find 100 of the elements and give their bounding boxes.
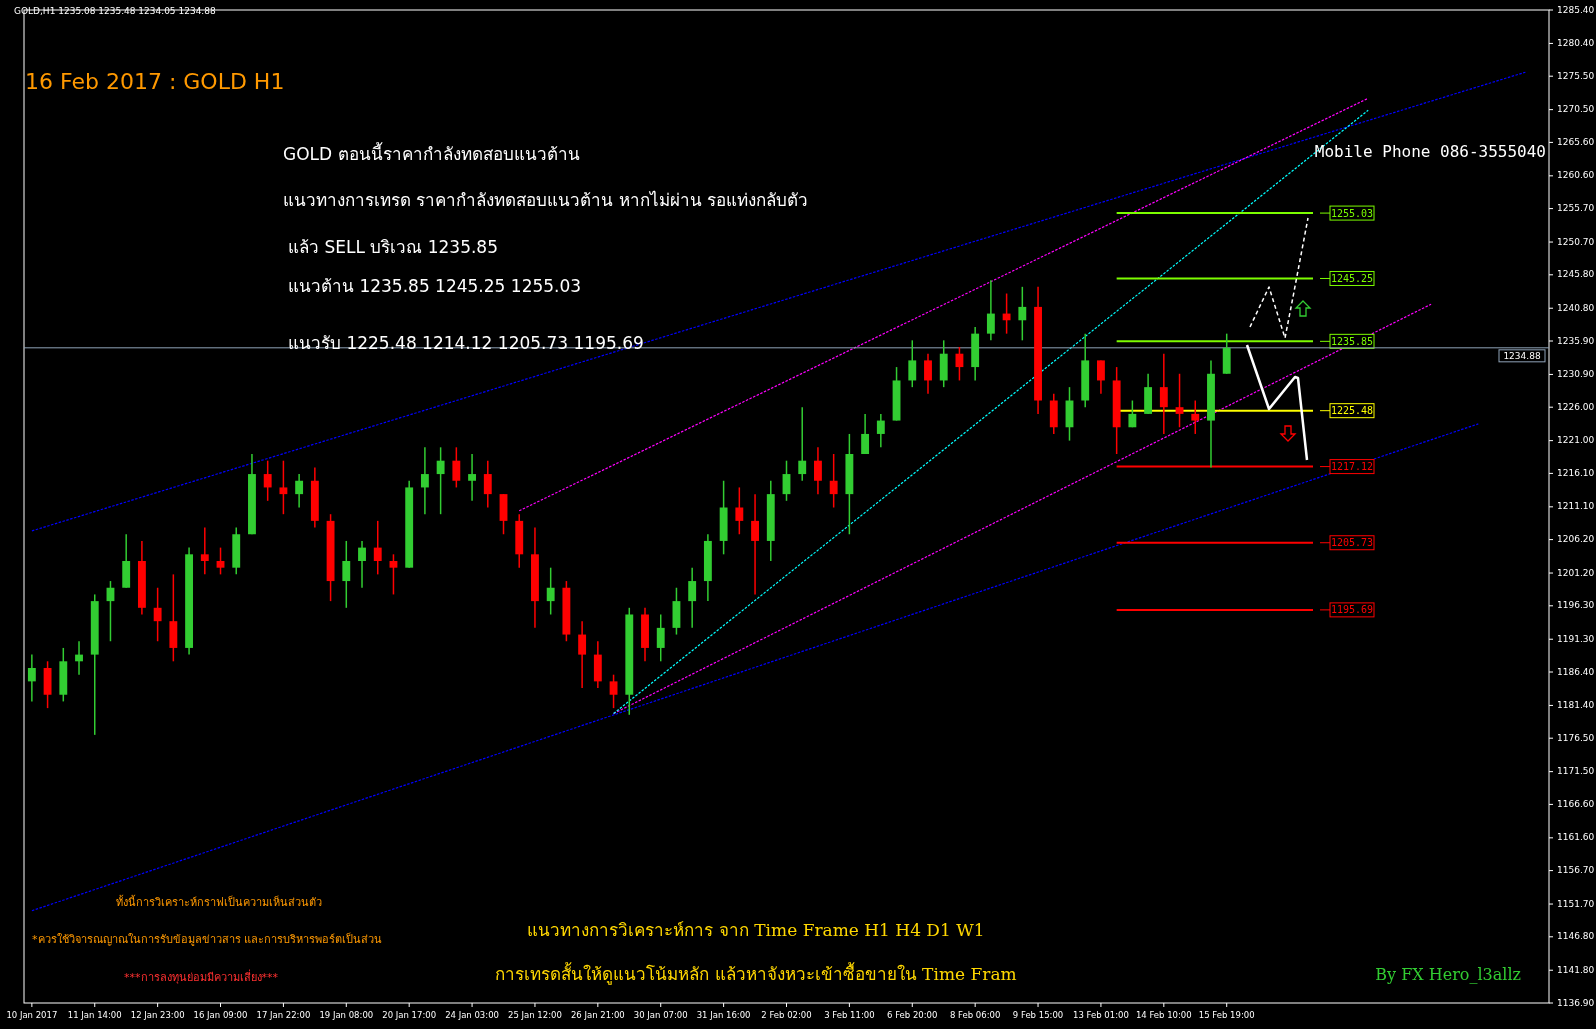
candlestick	[279, 459, 288, 515]
candlestick	[876, 413, 885, 449]
y-tick-label: 1161.60	[1557, 832, 1595, 843]
y-tick-label: 1285.40	[1557, 4, 1595, 15]
y-tick-label: 1171.50	[1557, 766, 1595, 777]
annotation: ***การลงทุนย่อมมีความเสี่ยง***	[124, 969, 279, 984]
candlestick	[389, 553, 398, 596]
x-tick-label: 12 Jan 23:00	[130, 1010, 185, 1020]
ref-line-label: 1235.85	[1330, 335, 1374, 347]
annotation: การเทรดสั้นให้ดูแนวโน้มหลัก แล้วหาจังหวะเข้าซื้อขายใน Time Fram	[495, 961, 1017, 985]
annotation: แล้ว SELL บริเวณ 1235.85	[288, 237, 498, 257]
candlestick	[483, 459, 492, 509]
candlestick	[1175, 373, 1184, 429]
annotation: Mobile Phone 086-3555040	[1314, 141, 1546, 161]
y-tick-label: 1230.90	[1557, 368, 1595, 379]
x-tick-label: 20 Jan 17:00	[382, 1010, 437, 1020]
y-tick-label: 1201.20	[1557, 567, 1595, 578]
y-tick-label: 1250.70	[1557, 236, 1595, 247]
ref-line-label: 1195.69	[1330, 604, 1374, 616]
candlestick	[861, 413, 870, 455]
x-tick-label: 14 Feb 10:00	[1135, 1010, 1192, 1020]
x-tick-label: 25 Jan 12:00	[508, 1010, 562, 1020]
x-tick-label: 3 Feb 11:00	[824, 1010, 875, 1020]
y-tick-label: 1245.80	[1557, 269, 1595, 280]
candlestick	[75, 640, 83, 676]
y-tick-label: 1265.60	[1557, 136, 1595, 147]
y-tick-label: 1260.60	[1557, 170, 1595, 181]
ref-line-label: 1245.25	[1330, 272, 1374, 284]
candlestick	[656, 613, 665, 663]
candlestick	[609, 673, 618, 709]
x-tick-label: 10 Jan 2017	[6, 1010, 58, 1020]
annotation: แนวทางการวิเคราะห์การ จาก Time Frame H1 H4 D1 W1	[527, 919, 985, 940]
candlestick	[420, 446, 429, 515]
annotation: By FX Hero_l3allz	[1375, 964, 1521, 984]
y-tick-label: 1270.50	[1557, 104, 1595, 115]
x-tick-label: 15 Feb 19:00	[1198, 1010, 1255, 1020]
candlestick	[688, 566, 697, 629]
candlestick	[986, 279, 995, 342]
y-tick-label: 1226.00	[1557, 401, 1595, 412]
ref-line-label: 1217.12	[1330, 461, 1374, 473]
candlestick	[295, 473, 304, 509]
candlestick	[546, 566, 555, 616]
annotation: ทั้งนี้การวิเคราะห์กราฟเป็นความเห็นส่วนตัว	[116, 894, 322, 909]
candlestick	[263, 459, 272, 502]
x-tick-label: 16 Jan 09:00	[193, 1010, 248, 1020]
candlestick	[153, 587, 162, 642]
candlestick	[1002, 292, 1011, 335]
x-tick-label: 11 Jan 14:00	[67, 1010, 122, 1020]
candlestick	[373, 520, 382, 576]
candlestick	[436, 446, 445, 515]
annotation: แนวทางการเทรด ราคากำลังทดสอบแนวต้าน หากไม่ผ่าน รอแท่งกลับตัว	[283, 190, 809, 210]
y-tick-label: 1255.70	[1557, 203, 1595, 214]
x-tick-label: 26 Jan 21:00	[570, 1010, 625, 1020]
candlestick	[200, 526, 209, 576]
candlestick	[358, 540, 366, 589]
candlestick	[1128, 399, 1137, 429]
annotation: *ควรใช้วิจารณญาณในการรับข้อมูลข่าวสาร และการบริหารพอร์ตเป็นส่วน	[32, 932, 382, 946]
y-tick-label: 1146.80	[1557, 931, 1595, 942]
y-tick-label: 1275.50	[1557, 70, 1595, 81]
y-tick-label: 1211.10	[1557, 501, 1595, 512]
candlestick	[1159, 352, 1168, 435]
annotation: GOLD ตอนนี้ราคากำลังทดสอบแนวต้าน	[283, 142, 580, 164]
y-tick-label: 1176.50	[1557, 732, 1595, 743]
candlestick	[216, 546, 225, 576]
annotation: แนวรับ 1225.48 1214.12 1205.73 1195.69	[288, 333, 644, 353]
y-tick-label: 1166.60	[1557, 798, 1595, 809]
x-tick-label: 9 Feb 15:00	[1012, 1010, 1064, 1020]
y-tick-label: 1191.30	[1557, 633, 1595, 644]
candlestick	[578, 620, 587, 689]
candlestick	[798, 406, 807, 482]
y-tick-label: 1196.30	[1557, 600, 1595, 611]
y-tick-label: 1235.90	[1557, 335, 1595, 346]
y-tick-label: 1186.40	[1557, 666, 1595, 677]
y-tick-label: 1181.40	[1557, 699, 1595, 710]
x-tick-label: 30 Jan 07:00	[633, 1010, 688, 1020]
candlestick	[1191, 399, 1200, 435]
candlestick	[1018, 286, 1027, 342]
y-tick-label: 1136.90	[1557, 997, 1595, 1008]
y-tick-label: 1206.20	[1557, 534, 1595, 545]
y-tick-label: 1240.80	[1557, 302, 1595, 313]
y-tick-label: 1280.40	[1557, 37, 1595, 48]
candlestick	[735, 486, 744, 535]
y-tick-label: 1221.00	[1557, 435, 1595, 446]
candlestick	[342, 540, 351, 609]
x-tick-label: 17 Jan 22:00	[256, 1010, 311, 1020]
annotation: แนวต้าน 1235.85 1245.25 1255.03	[288, 276, 582, 296]
x-tick-label: 6 Feb 20:00	[887, 1010, 938, 1020]
x-tick-label: 2 Feb 02:00	[761, 1010, 812, 1020]
ref-line-label: 1255.03	[1330, 207, 1374, 219]
ref-line-label: 1205.73	[1330, 537, 1374, 549]
x-tick-label: 24 Jan 03:00	[445, 1010, 499, 1020]
candlestick	[751, 493, 759, 596]
candlestick	[452, 446, 461, 489]
x-tick-label: 19 Jan 08:00	[319, 1010, 374, 1020]
y-tick-label: 1216.10	[1557, 467, 1595, 478]
y-tick-label: 1151.70	[1557, 898, 1595, 909]
ref-line-label: 1234.88	[1503, 350, 1541, 361]
x-tick-label: 13 Feb 01:00	[1073, 1010, 1129, 1020]
x-tick-label: 31 Jan 16:00	[696, 1010, 751, 1020]
y-tick-label: 1156.70	[1557, 865, 1595, 876]
